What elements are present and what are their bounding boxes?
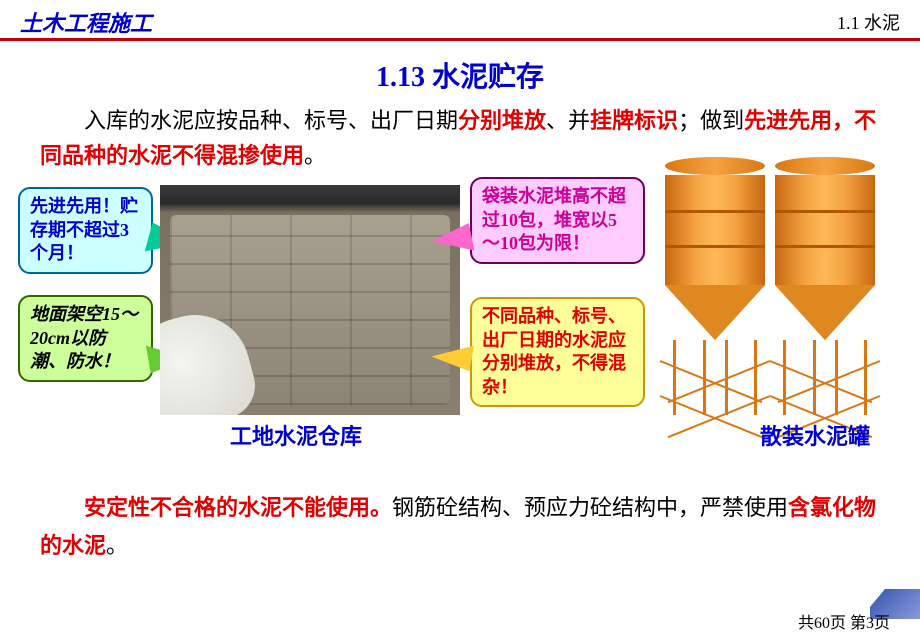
pointer-icon: [430, 224, 475, 260]
callout-fifo: 先进先用！贮存期不超过3个月！: [18, 187, 153, 273]
silo-icon: [775, 157, 875, 417]
section-label: 1.1 水泥: [837, 9, 900, 35]
callout-stack-limit: 袋装水泥堆高不超过10包，堆宽以5～10包为限！: [470, 177, 645, 263]
course-title: 土木工程施工: [20, 6, 152, 38]
text: 。: [106, 533, 128, 558]
text: 入库的水泥应按品种、标号、出厂日期: [84, 108, 458, 133]
emphasis: 挂牌标识: [590, 108, 678, 133]
text: ；做到: [678, 108, 744, 133]
slide-header: 土木工程施工 1.1 水泥: [0, 0, 920, 41]
caption-silo: 散装水泥罐: [760, 419, 870, 451]
caption-warehouse: 工地水泥仓库: [230, 419, 362, 451]
emphasis: 分别堆放: [458, 108, 546, 133]
callout-clearance: 地面架空15～20cm以防潮、防水！: [18, 295, 153, 381]
graphic-area: 先进先用！贮存期不超过3个月！ 地面架空15～20cm以防潮、防水！ 袋装水泥堆…: [0, 177, 920, 487]
warehouse-photo: [160, 185, 460, 415]
emphasis: 安定性不合格的水泥不能使用。: [84, 495, 392, 520]
text: 钢筋砼结构、预应力砼结构中，严禁使用: [392, 495, 788, 520]
text: 。: [304, 143, 326, 168]
silo-illustration: [660, 157, 900, 437]
text: 、并: [546, 108, 590, 133]
bottom-paragraph: 安定性不合格的水泥不能使用。钢筋砼结构、预应力砼结构中，严禁使用含氯化物的水泥。: [0, 489, 920, 564]
page-number: 共60页 第3页: [798, 609, 890, 633]
callout-separate: 不同品种、标号、出厂日期的水泥应分别堆放，不得混杂！: [470, 297, 645, 407]
slide-title: 1.13 水泥贮存: [0, 55, 920, 95]
silo-icon: [665, 157, 765, 417]
